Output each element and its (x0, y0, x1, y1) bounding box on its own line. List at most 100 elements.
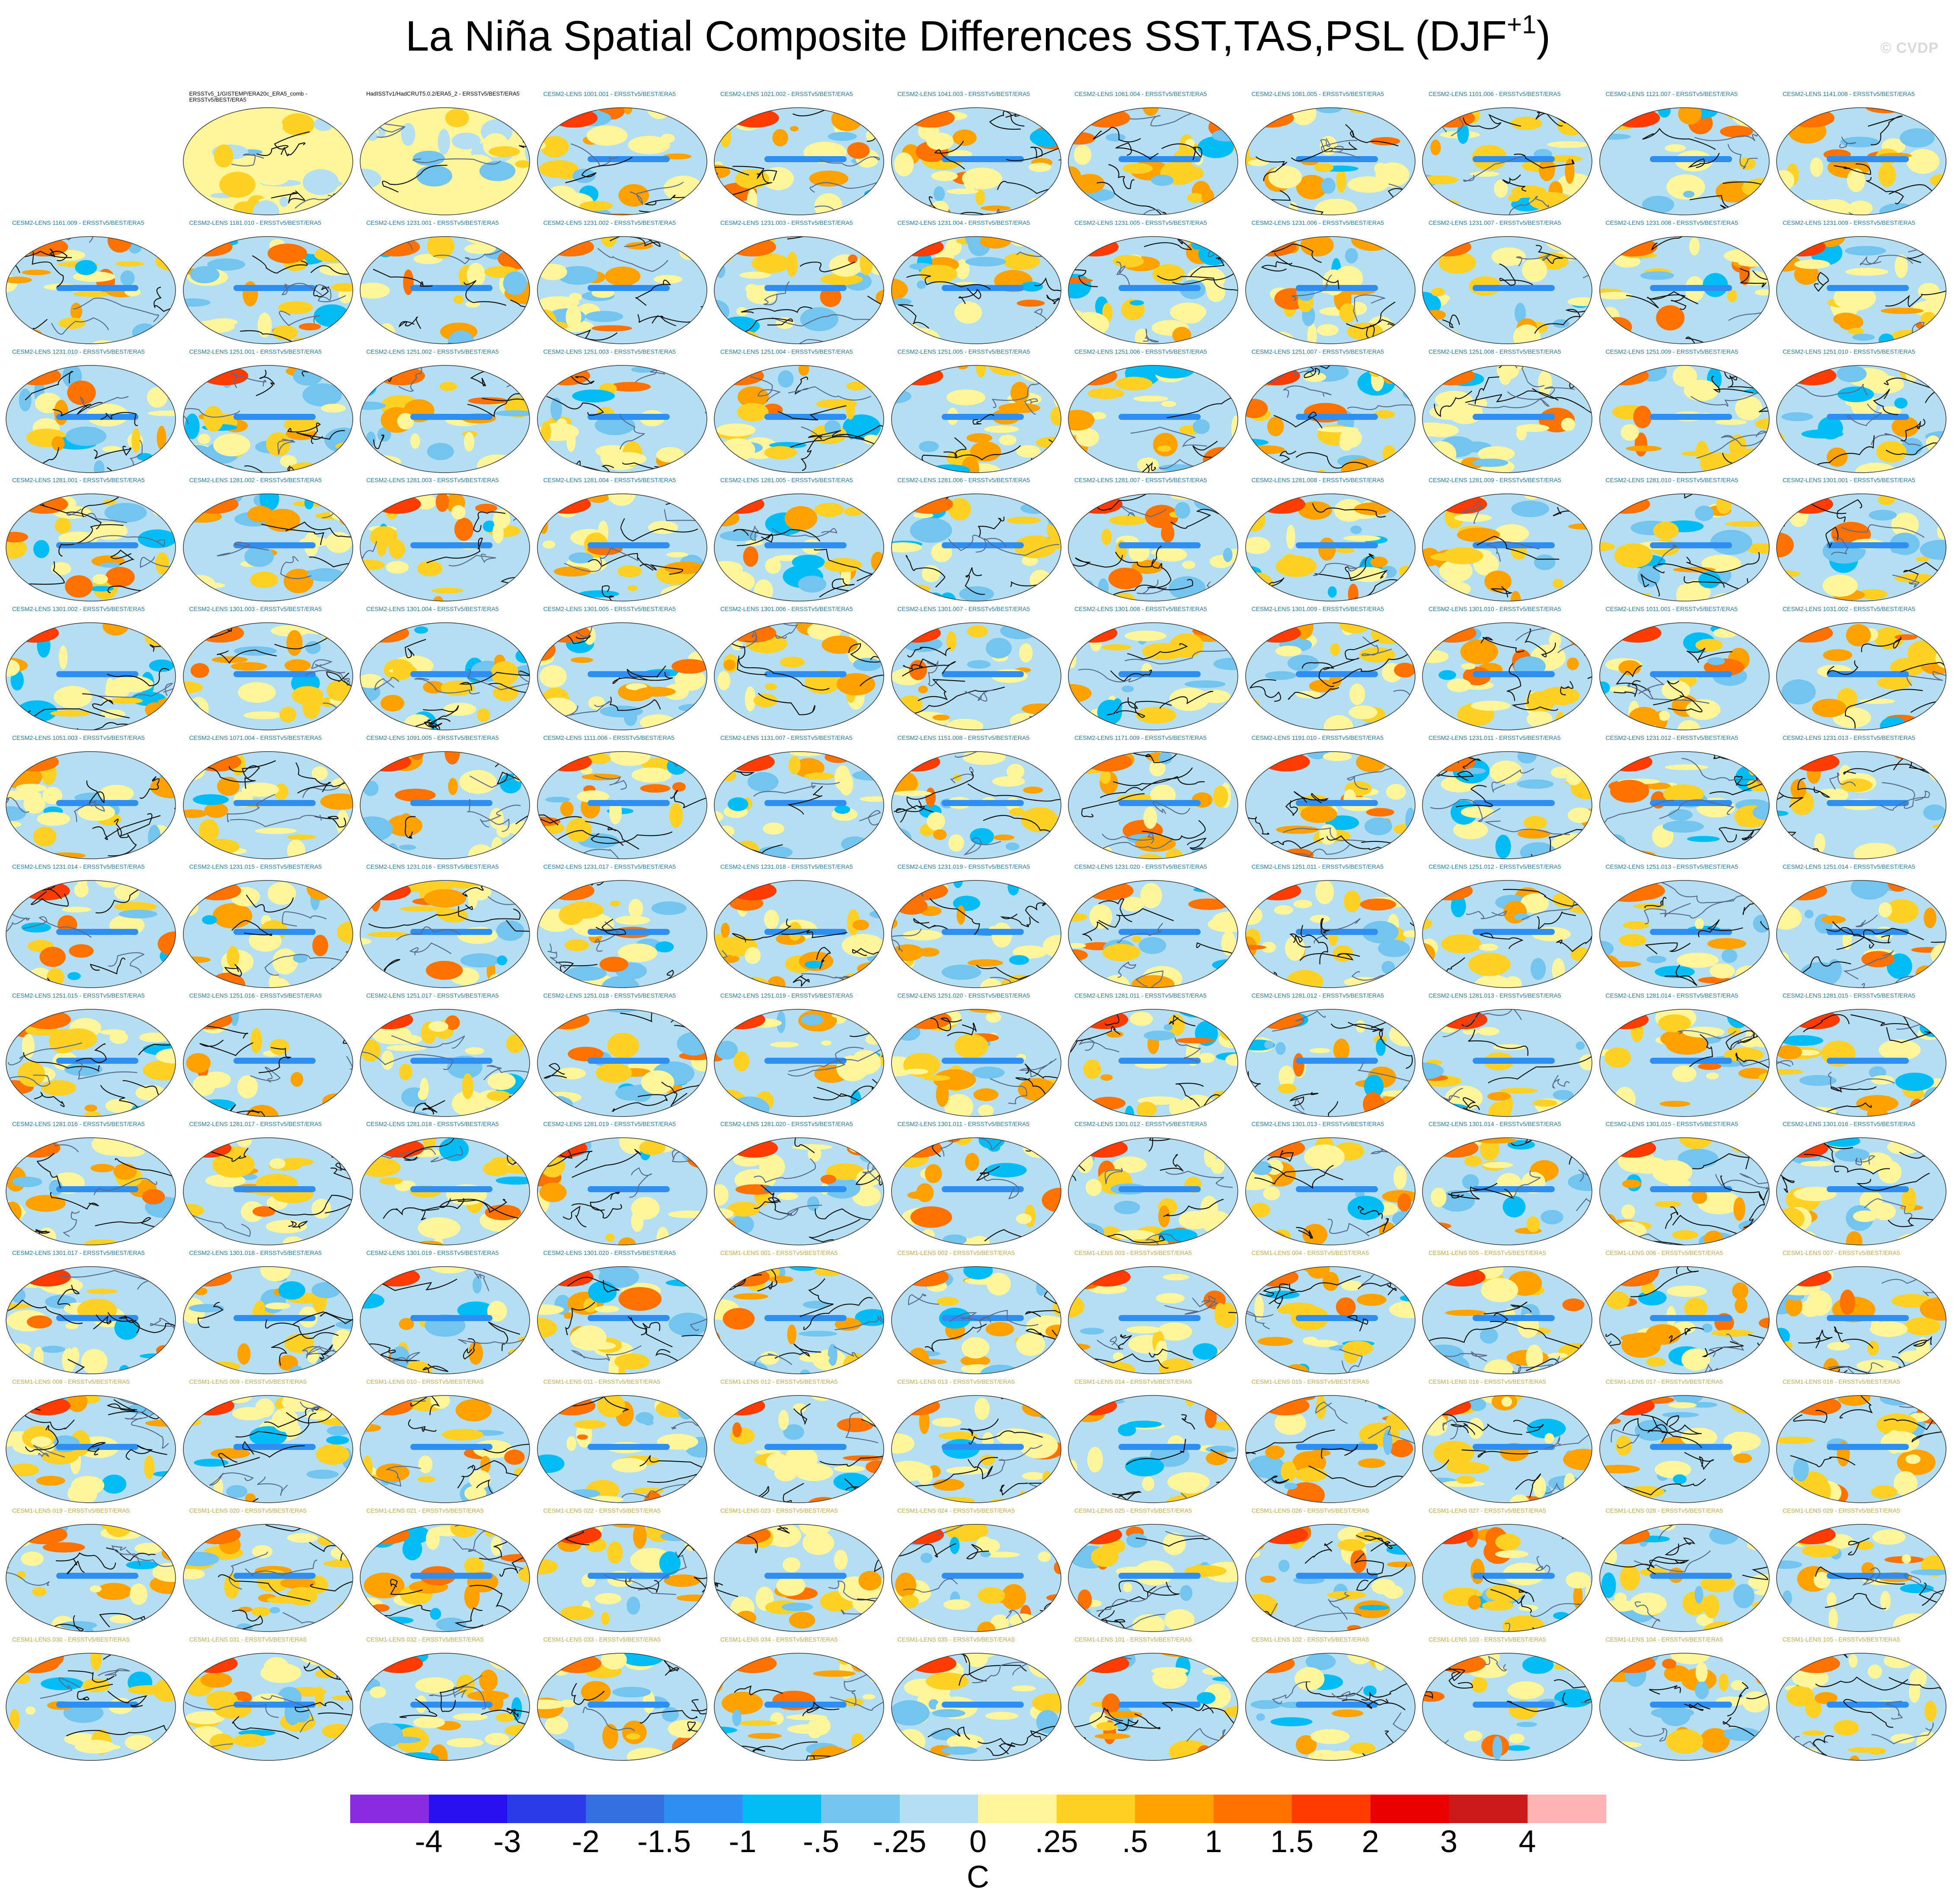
map-anomaly-patch (465, 301, 480, 307)
map-anomaly-patch (1309, 1048, 1330, 1053)
map-outline (537, 751, 707, 859)
map-anomaly-patch (489, 588, 524, 602)
psl-contour (678, 1138, 707, 1157)
map-anomaly-patch (71, 1476, 105, 1495)
map-anomaly-patch (902, 1101, 924, 1117)
psl-contour (550, 880, 610, 886)
map-anomaly-patch (1783, 1267, 1831, 1287)
map-anomaly-patch (360, 365, 377, 389)
map-anomaly-patch (1080, 1328, 1104, 1335)
map-anomaly-patch (1734, 1297, 1748, 1314)
map-anomaly-patch (1924, 1087, 1946, 1107)
map-anomaly-patch (668, 1312, 707, 1336)
map-anomaly-patch (1422, 1269, 1438, 1275)
map-anomaly-patch (1934, 890, 1946, 903)
map-anomaly-patch (1442, 547, 1483, 565)
map-anomaly-patch (158, 584, 167, 602)
map-anomaly-patch (844, 623, 866, 626)
cold-tongue (764, 413, 847, 420)
map-panel-title: CESM2-LENS 1281.011 - ERSSTv5/BEST/ERA5 (1074, 992, 1207, 999)
map-anomaly-patch (1443, 719, 1460, 730)
psl-contour (510, 299, 530, 319)
map-anomaly-patch (1113, 1352, 1124, 1361)
map-anomaly-patch (418, 1217, 460, 1239)
map-panel: CESM2-LENS 1301.002 - ERSSTv5/BEST/ERA5 (4, 606, 177, 733)
map-anomaly-patch (496, 920, 524, 941)
map-anomaly-patch (1604, 1047, 1631, 1068)
psl-contour (1070, 1026, 1121, 1053)
map-anomaly-patch (1740, 1357, 1761, 1374)
map-anomaly-patch (1666, 174, 1705, 200)
map-anomaly-patch (1028, 163, 1051, 172)
map-anomaly-patch (191, 495, 238, 514)
watermark: © CVDP (1880, 40, 1939, 56)
map-anomaly-patch (65, 426, 107, 446)
map-anomaly-patch (502, 1395, 530, 1408)
map-plot (1599, 107, 1770, 215)
map-anomaly-patch (279, 196, 288, 207)
map-anomaly-patch (1300, 236, 1334, 256)
map-anomaly-patch (1876, 441, 1907, 463)
map-plot (1599, 1008, 1770, 1117)
map-anomaly-patch (257, 170, 289, 186)
map-anomaly-patch (1503, 900, 1527, 924)
map-anomaly-patch (619, 1138, 645, 1154)
map-anomaly-patch (1017, 1078, 1056, 1101)
map-anomaly-patch (1821, 915, 1846, 924)
psl-contour (108, 952, 145, 974)
map-panel: CESM2-LENS 1181.010 - ERSSTv5/BEST/ERA5 (182, 220, 355, 346)
map-anomaly-patch (114, 902, 157, 912)
map-anomaly-patch (1721, 949, 1737, 963)
psl-contour (73, 535, 165, 548)
psl-contour (256, 1476, 288, 1496)
map-anomaly-patch (952, 129, 977, 146)
map-anomaly-patch (1658, 710, 1670, 721)
map-anomaly-patch (1193, 886, 1228, 893)
map-outline (360, 751, 530, 859)
map-anomaly-patch (212, 903, 252, 928)
map-anomaly-patch (1070, 366, 1117, 385)
map-anomaly-patch (1928, 198, 1946, 205)
map-anomaly-patch (1163, 1024, 1173, 1031)
map-anomaly-patch (1431, 1187, 1447, 1207)
psl-contour (1319, 1101, 1346, 1117)
map-anomaly-patch (51, 436, 65, 451)
psl-contour (1686, 647, 1732, 663)
map-anomaly-patch (717, 495, 764, 514)
map-anomaly-patch (1245, 944, 1266, 950)
map-anomaly-patch (1281, 554, 1299, 571)
map-anomaly-patch (668, 1210, 707, 1219)
map-anomaly-patch (302, 383, 342, 406)
map-anomaly-patch (497, 955, 507, 966)
map-anomaly-patch (1381, 960, 1395, 974)
map-panel: CESM2-LENS 1281.008 - ERSSTv5/BEST/ERA5 (1244, 477, 1417, 604)
map-panel: CESM2-LENS 1231.020 - ERSSTv5/BEST/ERA5 (1067, 864, 1240, 990)
psl-contour (723, 1107, 750, 1117)
map-anomaly-patch (395, 788, 436, 802)
psl-contour (761, 1185, 792, 1215)
map-anomaly-patch (607, 1032, 639, 1059)
map-anomaly-patch (833, 1472, 869, 1491)
map-anomaly-patch (1833, 285, 1876, 311)
map-anomaly-patch (187, 588, 212, 602)
map-panel-title: CESM2-LENS 1251.014 - ERSSTv5/BEST/ERA5 (1783, 863, 1915, 870)
map-anomaly-patch (572, 1325, 607, 1351)
map-anomaly-patch (457, 1301, 495, 1319)
psl-contour (629, 1167, 652, 1198)
map-anomaly-patch (1738, 259, 1767, 267)
psl-contour (1112, 470, 1122, 473)
psl-contour (199, 1039, 253, 1056)
map-anomaly-patch (931, 171, 958, 181)
psl-contour (496, 771, 530, 790)
map-outline (6, 751, 176, 859)
map-anomaly-patch (370, 1267, 387, 1272)
map-anomaly-patch (250, 1028, 262, 1053)
map-anomaly-patch (1202, 1211, 1232, 1235)
map-anomaly-patch (113, 1163, 137, 1180)
psl-contour (362, 1344, 417, 1361)
map-anomaly-patch (1747, 752, 1758, 776)
map-anomaly-patch (1205, 1451, 1228, 1466)
map-panel-title: CESM2-LENS 1231.014 - ERSSTv5/BEST/ERA5 (12, 863, 145, 870)
map-anomaly-patch (733, 1293, 768, 1300)
psl-contour (1115, 546, 1162, 568)
